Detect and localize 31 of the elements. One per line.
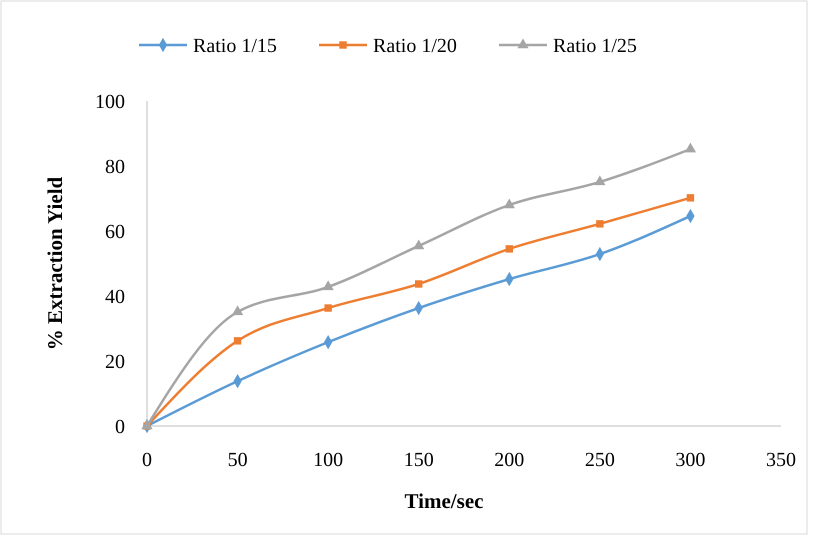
- x-tick-label: 100: [313, 449, 344, 471]
- x-tick-label: 0: [142, 449, 152, 471]
- point: [415, 280, 422, 288]
- point: [504, 198, 515, 208]
- x-axis-title: Time/sec: [404, 489, 484, 513]
- y-tick-label: 100: [95, 91, 125, 113]
- x-tick-label: 50: [228, 449, 248, 471]
- legend-label: Ratio 1/15: [193, 35, 277, 57]
- y-tick-label: 40: [105, 286, 125, 308]
- point: [322, 280, 334, 290]
- point: [596, 220, 604, 228]
- point: [232, 305, 244, 316]
- point: [234, 337, 242, 345]
- point: [324, 304, 332, 312]
- point: [594, 175, 606, 186]
- point: [684, 142, 696, 152]
- y-tick-label: 0: [115, 416, 125, 438]
- x-tick-label: 250: [584, 449, 615, 471]
- legend-label: Ratio 1/20: [373, 35, 457, 57]
- point: [413, 239, 424, 250]
- x-tick-label: 200: [494, 449, 524, 471]
- x-tick-label: 300: [675, 449, 706, 471]
- point: [686, 194, 694, 202]
- y-tick-label: 20: [105, 351, 125, 373]
- legend-label: Ratio 1/25: [553, 35, 637, 57]
- point: [506, 245, 513, 253]
- y-tick-label: 60: [105, 221, 125, 243]
- x-tick-label: 350: [766, 449, 796, 471]
- x-tick-label: 150: [404, 449, 434, 471]
- y-axis-title: % Extraction Yield: [43, 176, 67, 350]
- y-tick-label: 80: [105, 156, 125, 178]
